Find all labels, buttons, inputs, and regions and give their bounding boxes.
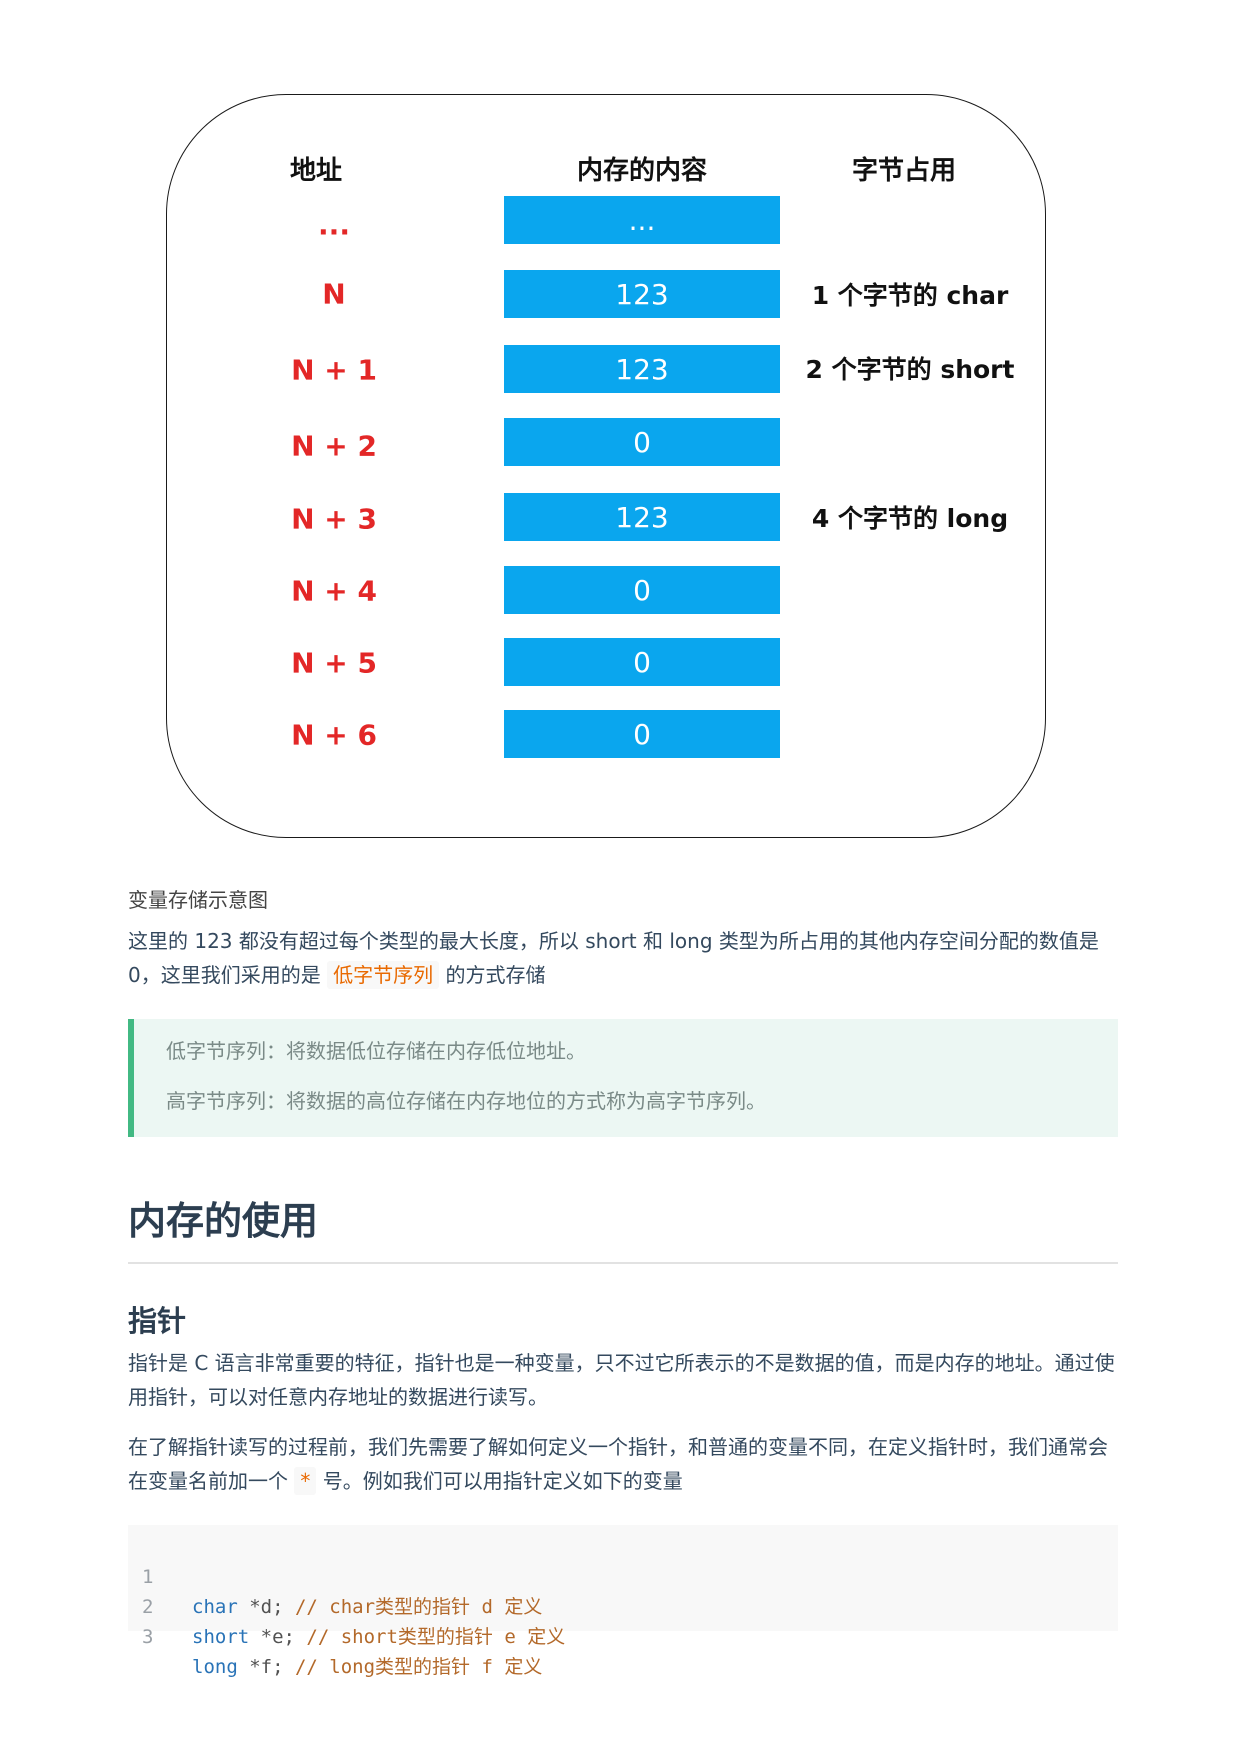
address-n-plus-6: N + 6 (291, 718, 377, 752)
paragraph-byte-order-text: 这里的 123 都没有超过每个类型的最大长度，所以 short 和 long 类… (128, 929, 1099, 987)
code-declaration: *f; (237, 1656, 295, 1678)
memory-cell-n-plus-1: 123 (504, 345, 780, 393)
address-n: N (322, 277, 346, 311)
paragraph-pointer-definition: 在了解指针读写的过程前，我们先需要了解如何定义一个指针，和普通的变量不同，在定义… (128, 1430, 1118, 1498)
memory-cell-n-plus-2: 0 (504, 418, 780, 466)
heading-divider (128, 1262, 1118, 1264)
code-source: char *d; // char类型的指针 d 定义 (192, 1592, 542, 1622)
code-comment: // char类型的指针 d 定义 (294, 1596, 543, 1618)
memory-cell-n-plus-4: 0 (504, 566, 780, 614)
code-source: short *e; // short类型的指针 e 定义 (192, 1622, 565, 1652)
line-number: 3 (142, 1626, 154, 1648)
memory-cell-n-plus-3: 123 (504, 493, 780, 541)
blockquote-byte-order: 低字节序列：将数据低位存储在内存低位地址。 高字节序列：将数据的高位存储在内存地… (128, 1019, 1118, 1137)
paragraph-pointer-intro: 指针是 C 语言非常重要的特征，指针也是一种变量，只不过它所表示的不是数据的值，… (128, 1351, 1115, 1409)
byte-label-char: 1 个字节的 char (811, 281, 1009, 310)
address-n-plus-2: N + 2 (291, 429, 377, 463)
code-source: long *f; // long类型的指针 f 定义 (192, 1652, 542, 1682)
quote-line-low-byte: 低字节序列：将数据低位存储在内存低位地址。 (166, 1039, 586, 1063)
inline-code-asterisk: * (294, 1467, 317, 1495)
inline-code-low-byte-order: 低字节序列 (327, 961, 440, 989)
code-keyword: long (192, 1656, 238, 1678)
memory-cell-ellipsis: ... (504, 196, 780, 244)
code-line: 2 short *e; // short类型的指针 e 定义 (128, 1562, 565, 1648)
line-number: 2 (142, 1596, 154, 1618)
paragraph-pointer-definition-text: 在了解指针读写的过程前，我们先需要了解如何定义一个指针，和普通的变量不同，在定义… (128, 1435, 1108, 1493)
code-block: 1 char *d; // char类型的指针 d 定义 2 short *e;… (128, 1525, 1118, 1678)
paragraph-pointer-definition-tail: 号。例如我们可以用指针定义如下的变量 (322, 1469, 683, 1493)
code-line: 3 long *f; // long类型的指针 f 定义 (128, 1592, 542, 1678)
paragraph-byte-order-tail: 的方式存储 (445, 963, 546, 987)
address-n-plus-5: N + 5 (291, 646, 377, 680)
code-keyword: short (192, 1626, 250, 1648)
byte-label-short: 2 个字节的 short (805, 355, 1015, 384)
quote-line-high-byte: 高字节序列：将数据的高位存储在内存地位的方式称为高字节序列。 (166, 1089, 766, 1113)
address-ellipsis: ... (318, 208, 350, 242)
address-n-plus-3: N + 3 (291, 502, 377, 536)
code-line: 1 char *d; // char类型的指针 d 定义 (128, 1532, 542, 1618)
memory-cell-n: 123 (504, 270, 780, 318)
byte-label-long: 4 个字节的 long (811, 504, 1009, 533)
line-number: 1 (142, 1566, 154, 1588)
memory-cell-n-plus-6: 0 (504, 710, 780, 758)
header-byte-usage: 字节占用 (851, 156, 957, 186)
code-comment: // long类型的指针 f 定义 (294, 1656, 543, 1678)
memory-cell-n-plus-5: 0 (504, 638, 780, 686)
subsection-heading-pointer: 指针 (128, 1304, 187, 1338)
code-keyword: char (192, 1596, 238, 1618)
address-n-plus-4: N + 4 (291, 574, 377, 608)
address-n-plus-1: N + 1 (291, 353, 377, 387)
memory-diagram-frame (166, 94, 1046, 838)
section-heading-memory-usage: 内存的使用 (128, 1199, 319, 1243)
code-declaration: *d; (237, 1596, 295, 1618)
header-memory-content: 内存的内容 (576, 156, 708, 186)
figure-caption: 变量存储示意图 (128, 888, 268, 912)
header-address: 地址 (289, 156, 343, 186)
code-comment: // short类型的指针 e 定义 (306, 1626, 566, 1648)
code-declaration: *e; (249, 1626, 307, 1648)
paragraph-byte-order: 这里的 123 都没有超过每个类型的最大长度，所以 short 和 long 类… (128, 924, 1118, 992)
